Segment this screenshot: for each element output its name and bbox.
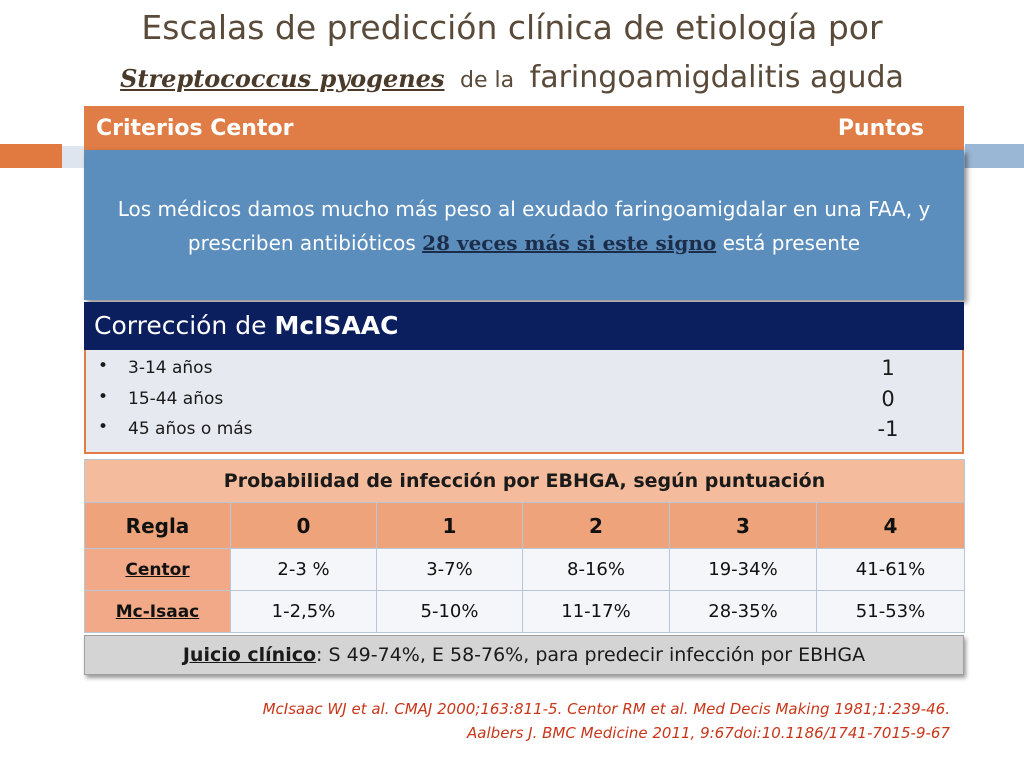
list-item: • 15-44 años 0 xyxy=(96,387,956,417)
table-cell: 1-2,5% xyxy=(230,590,377,633)
centor-header-label: Criterios Centor xyxy=(96,116,294,141)
column-header: 3 xyxy=(669,502,817,549)
centor-note-emphasis: 28 veces más si este signo xyxy=(422,231,717,255)
reference-1: McIsaac WJ et al. CMAJ 2000;163:811-5. C… xyxy=(262,700,950,718)
table-row: Centor 2-3 % 3-7% 8-16% 19-34% 41-61% xyxy=(84,548,966,591)
table-cell: 3-7% xyxy=(376,548,523,591)
table-caption: Probabilidad de infección por EBHGA, seg… xyxy=(83,459,966,503)
table-cell: 41-61% xyxy=(815,548,966,591)
title-connector: de la xyxy=(460,68,515,93)
table-cell: 2-3 % xyxy=(230,548,377,591)
table-cell: 19-34% xyxy=(669,548,817,591)
centor-note-text-2: está presente xyxy=(722,231,861,255)
centor-note-text-1: Los médicos damos mucho más peso al exud… xyxy=(117,197,931,255)
bullet-icon: • xyxy=(98,387,109,407)
table-header-row: Regla 0 1 2 3 4 xyxy=(84,502,966,549)
row-label: Centor xyxy=(84,548,231,591)
slide-title-line2: Streptococcus pyogenes de la faringoamig… xyxy=(0,60,1024,95)
list-item: • 45 años o más -1 xyxy=(96,417,956,447)
age-range-label: 15-44 años xyxy=(128,389,224,409)
mcisaac-header-prefix: Corrección de xyxy=(94,311,267,340)
age-points: 1 xyxy=(881,356,895,380)
age-range-label: 3-14 años xyxy=(128,358,213,378)
age-points: 0 xyxy=(881,387,895,411)
title-disease: faringoamigdalitis aguda xyxy=(529,60,904,95)
column-header: 4 xyxy=(815,502,966,549)
column-header: 1 xyxy=(376,502,523,549)
centor-points-label: Puntos xyxy=(837,116,924,141)
table-cell: 8-16% xyxy=(522,548,670,591)
column-header: 2 xyxy=(522,502,670,549)
bacteria-name: Streptococcus pyogenes xyxy=(120,64,445,93)
table-cell: 5-10% xyxy=(376,590,523,633)
probability-table: Probabilidad de infección por EBHGA, seg… xyxy=(83,459,966,633)
bullet-icon: • xyxy=(98,417,109,437)
table-caption-row: Probabilidad de infección por EBHGA, seg… xyxy=(83,459,966,503)
centor-note-box: Los médicos damos mucho más peso al exud… xyxy=(84,150,964,300)
decorative-bar-right xyxy=(965,144,1024,168)
bullet-icon: • xyxy=(98,356,109,376)
age-range-label: 45 años o más xyxy=(128,419,253,439)
reference-2: Aalbers J. BMC Medicine 2011, 9:67doi:10… xyxy=(467,724,950,742)
clinical-judgment-box: Juicio clínico: S 49-74%, E 58-76%, para… xyxy=(84,635,964,675)
mcisaac-header: Corrección de McISAAC xyxy=(84,302,964,350)
age-points: -1 xyxy=(877,417,899,441)
clinical-judgment-label: Juicio clínico xyxy=(182,644,317,666)
slide-title-line1: Escalas de predicción clínica de etiolog… xyxy=(141,8,883,47)
mcisaac-header-name: McISAAC xyxy=(274,311,399,340)
table-cell: 28-35% xyxy=(669,590,817,633)
table-cell: 11-17% xyxy=(522,590,670,633)
column-header: Regla xyxy=(84,502,231,549)
clinical-judgment-text: : S 49-74%, E 58-76%, para predecir infe… xyxy=(316,644,866,666)
column-header: 0 xyxy=(230,502,377,549)
table-row: Mc-Isaac 1-2,5% 5-10% 11-17% 28-35% 51-5… xyxy=(84,590,966,633)
mcisaac-age-list: • 3-14 años 1 • 15-44 años 0 • 45 años o… xyxy=(84,350,964,454)
table-cell: 51-53% xyxy=(815,590,966,633)
row-label: Mc-Isaac xyxy=(84,590,231,633)
list-item: • 3-14 años 1 xyxy=(96,356,956,386)
decorative-bar-left xyxy=(0,144,62,168)
centor-header: Criterios Centor Puntos xyxy=(84,106,964,152)
